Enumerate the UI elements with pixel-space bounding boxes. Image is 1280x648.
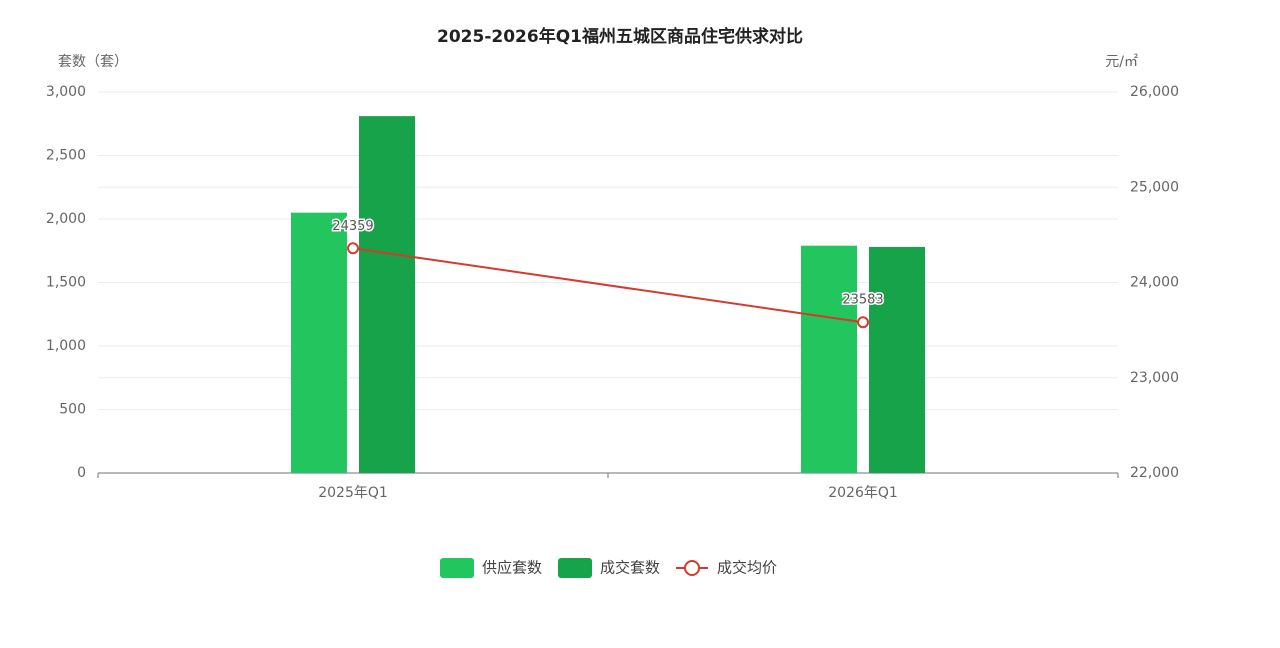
y-tick-label: 0 [77, 465, 86, 481]
line-point [347, 242, 359, 255]
bar [801, 245, 857, 473]
data-label: 24359 [332, 219, 373, 234]
y-tick-label: 500 [59, 402, 86, 418]
x-tick-label: 2025年Q1 [318, 485, 388, 501]
legend-label: 供应套数 [482, 559, 542, 577]
y-tick-label: 2,000 [46, 211, 86, 227]
y2-tick-label: 25,000 [1130, 179, 1179, 195]
legend-label: 成交均价 [717, 559, 777, 577]
x-tick-label: 2026年Q1 [828, 485, 898, 501]
y-axis-label: 套数（套） [58, 54, 128, 70]
chart-title: 2025-2026年Q1福州五城区商品住宅供求对比 [437, 26, 803, 47]
y-tick-label: 1,500 [46, 275, 86, 291]
y-tick-label: 3,000 [46, 84, 86, 100]
legend-swatch [558, 558, 593, 578]
bar [291, 212, 347, 473]
data-label: 23583 [842, 293, 883, 308]
legend-label: 成交套数 [600, 559, 660, 577]
legend-marker [684, 560, 701, 576]
bar [869, 246, 925, 473]
bar [359, 116, 415, 473]
line-point [857, 316, 869, 329]
y-tick-label: 1,000 [46, 338, 86, 354]
legend-swatch [440, 558, 474, 578]
line [352, 247, 864, 324]
y2-tick-label: 22,000 [1130, 465, 1179, 481]
y-tick-label: 2,500 [46, 148, 86, 164]
y2-tick-label: 24,000 [1130, 275, 1179, 291]
y2-tick-label: 23,000 [1130, 370, 1179, 386]
y2-tick-label: 26,000 [1130, 84, 1179, 100]
y2-axis-label: 元/㎡ [1105, 54, 1138, 70]
